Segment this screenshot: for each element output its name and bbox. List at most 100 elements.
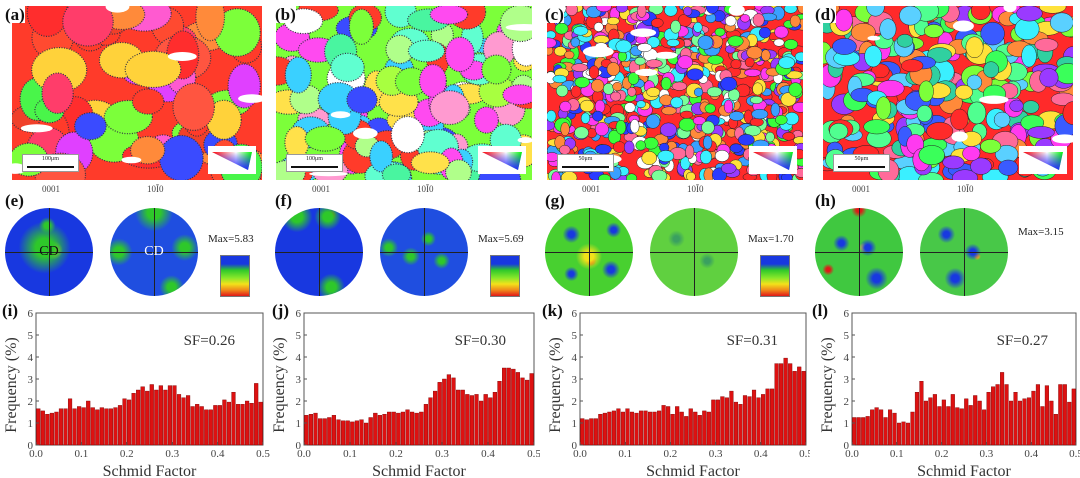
- histogram-bar: [986, 391, 991, 446]
- histogram-bar: [95, 409, 100, 446]
- histogram-bar: [950, 394, 955, 446]
- histogram-bar: [905, 422, 911, 446]
- histogram-bar: [327, 417, 332, 446]
- scale-bar-label: 50μm: [578, 156, 593, 162]
- grain: [770, 102, 780, 117]
- panel-label: (h): [815, 191, 836, 210]
- histogram-bar: [616, 408, 621, 446]
- y-axis-label: Frequency (%): [271, 337, 288, 433]
- grain: [729, 111, 745, 121]
- pole-figure: CD: [110, 208, 198, 296]
- grain: [646, 87, 661, 98]
- y-tick-label: 0: [296, 440, 302, 452]
- y-axis-label: Frequency (%): [547, 337, 564, 433]
- grain: [775, 114, 788, 125]
- histogram-bar: [733, 401, 739, 446]
- histogram-bar: [865, 416, 870, 446]
- y-tick-label: 2: [28, 396, 34, 408]
- histogram-bar: [607, 411, 612, 446]
- histogram-bar: [1022, 398, 1027, 446]
- histogram-bar: [923, 400, 928, 446]
- histogram-bar: [693, 411, 698, 446]
- grain: [369, 140, 394, 173]
- ipf-triangle-icon: [482, 152, 522, 170]
- grain: [588, 65, 600, 79]
- histogram-bar: [901, 421, 906, 446]
- pole-figure-label: 0001: [42, 184, 60, 194]
- grain: [792, 101, 803, 113]
- histogram-bar: [460, 389, 465, 446]
- grain: [680, 110, 694, 119]
- grain: [645, 114, 661, 129]
- grain: [749, 117, 764, 127]
- histogram-bar: [679, 411, 684, 446]
- pole-figure-axis: [694, 208, 695, 296]
- grain: [744, 125, 762, 137]
- histogram-bar: [765, 388, 770, 446]
- histogram-bar: [240, 404, 245, 446]
- histogram-bar: [350, 421, 355, 446]
- histogram-bar: [382, 413, 387, 446]
- histogram-bar: [49, 412, 54, 446]
- grain: [965, 36, 984, 59]
- histogram-bar: [964, 398, 969, 446]
- scale-bar: 100μm: [22, 154, 79, 172]
- x-tick-label: 0.3: [709, 448, 723, 460]
- histogram-bar: [117, 405, 123, 446]
- grain: [407, 39, 446, 63]
- histogram-bar: [368, 417, 373, 446]
- grain: [131, 88, 165, 115]
- y-tick-label: 3: [572, 374, 578, 386]
- y-tick-label: 2: [844, 396, 850, 408]
- grain: [918, 145, 945, 166]
- histogram-bar: [625, 408, 630, 446]
- histogram-bar: [666, 406, 671, 446]
- histogram-bar: [217, 405, 222, 446]
- grain: [637, 43, 653, 53]
- histogram-bar: [634, 412, 639, 446]
- grain: [547, 110, 557, 123]
- histogram-bar: [941, 399, 946, 446]
- histogram-bar: [932, 394, 937, 446]
- histogram-bar: [928, 397, 933, 446]
- histogram-bar: [359, 419, 364, 446]
- grain: [962, 145, 981, 161]
- histogram-bar: [1017, 400, 1023, 446]
- y-axis-label: Frequency (%): [819, 337, 836, 433]
- grain: [778, 56, 795, 69]
- histogram-bar: [706, 411, 711, 446]
- histogram-bar: [1031, 390, 1036, 446]
- grain: [626, 173, 638, 180]
- histogram-bar: [751, 389, 757, 446]
- grain: [592, 110, 604, 122]
- histogram-bar: [1062, 384, 1067, 446]
- panel-label: (i): [2, 301, 18, 320]
- grain: [683, 6, 693, 16]
- grain: [593, 22, 604, 32]
- x-tick-label: 0.2: [935, 448, 949, 460]
- histogram-bar: [222, 399, 227, 446]
- grain: [789, 14, 801, 28]
- grain: [797, 6, 803, 14]
- grain: [570, 37, 580, 48]
- histogram-bar: [409, 411, 415, 446]
- pore: [867, 35, 881, 41]
- x-tick-label: 0.1: [890, 448, 904, 460]
- sf-annotation: SF=0.31: [727, 333, 778, 349]
- histogram-bar: [910, 411, 915, 446]
- grain: [746, 46, 763, 60]
- x-axis-label: Schmid Factor: [372, 463, 466, 478]
- histogram-bar: [1035, 384, 1040, 446]
- grain: [547, 37, 557, 49]
- histogram-bar: [861, 417, 866, 446]
- x-tick-label: 0.0: [573, 448, 587, 460]
- grain: [598, 174, 611, 180]
- histogram-bar: [126, 399, 132, 446]
- histogram-bar: [469, 395, 474, 446]
- grain: [686, 68, 704, 81]
- histogram-bar: [72, 408, 77, 446]
- grain: [729, 143, 743, 153]
- x-tick-label: 0.4: [481, 448, 495, 460]
- grain: [651, 18, 664, 28]
- scale-bar-line: [291, 166, 338, 168]
